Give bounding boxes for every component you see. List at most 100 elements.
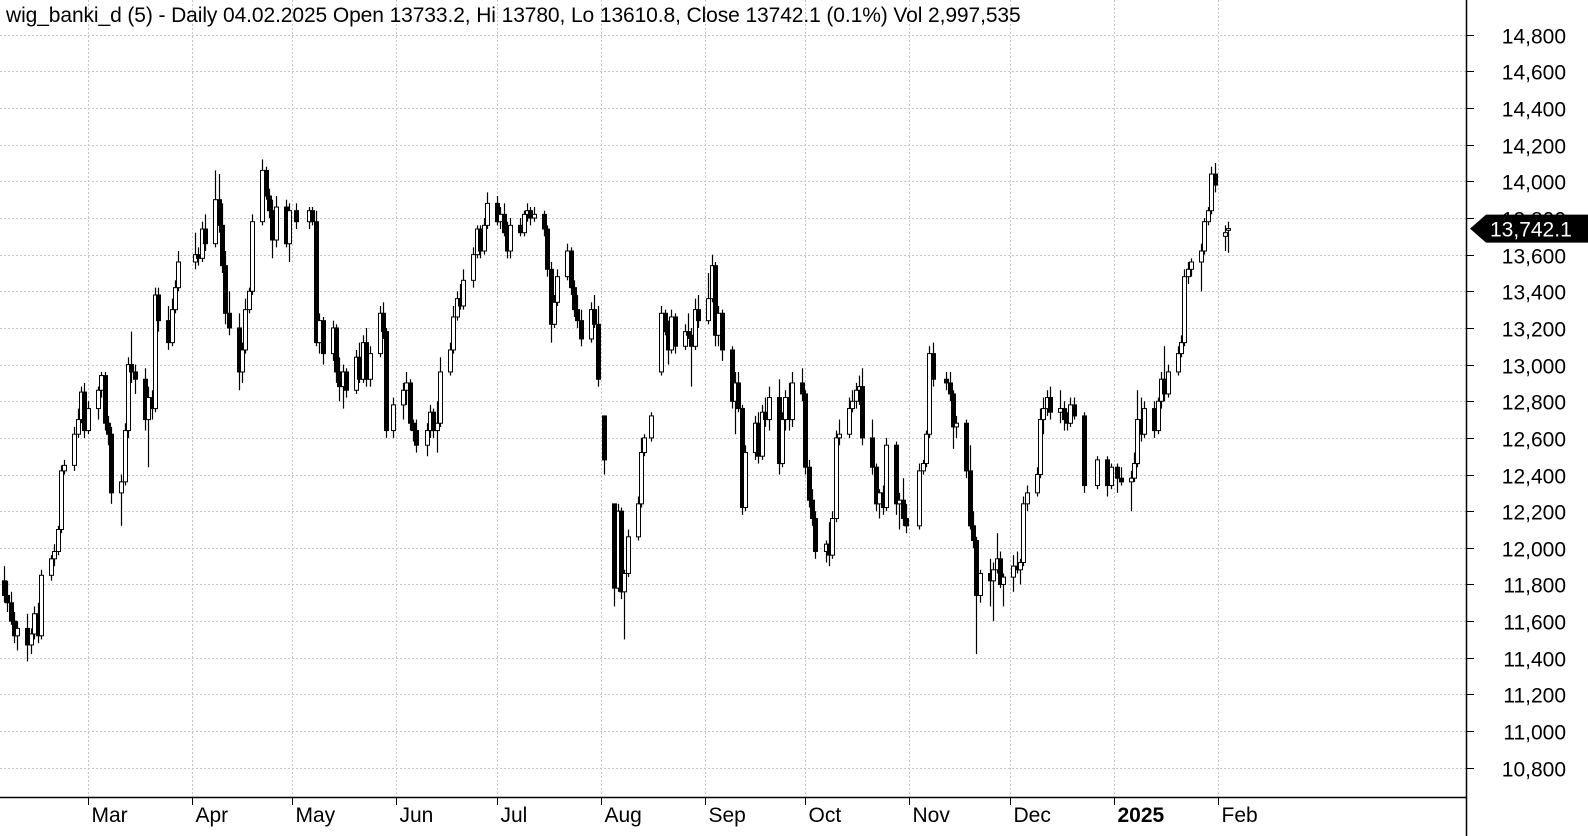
- candle-body: [482, 224, 487, 252]
- candle-body: [2, 580, 7, 596]
- candle-body: [378, 312, 383, 355]
- candle-body: [314, 221, 319, 344]
- candle-body: [639, 452, 644, 505]
- candle-body: [622, 572, 627, 593]
- candle-body: [931, 353, 936, 380]
- candles: [2, 159, 1231, 662]
- candle-body: [408, 382, 413, 424]
- candle-body: [502, 213, 507, 234]
- candle-body: [471, 254, 476, 281]
- candle-body: [1068, 404, 1073, 424]
- candle-body: [247, 290, 252, 311]
- y-tick-label: 13,200: [1502, 319, 1566, 342]
- candle-body: [62, 464, 67, 472]
- candle-body: [847, 408, 852, 435]
- x-tick-label: Feb: [1222, 804, 1258, 827]
- candle-body: [894, 444, 899, 505]
- candle-body: [274, 206, 279, 241]
- candle-body: [1041, 408, 1046, 421]
- candle-body: [1048, 397, 1053, 413]
- candle-body: [411, 422, 416, 432]
- candle-body: [837, 433, 842, 439]
- last-price-tag: [1470, 214, 1588, 243]
- candle-body: [59, 470, 64, 531]
- candle-body: [495, 202, 500, 223]
- candle-body: [565, 250, 570, 278]
- y-tick-label: 13,000: [1502, 356, 1566, 379]
- candle-body: [780, 419, 785, 465]
- candle-body: [217, 199, 222, 226]
- candle-body: [904, 518, 909, 527]
- candle-body: [854, 389, 859, 402]
- candle-body: [176, 261, 181, 289]
- candle-body: [743, 452, 748, 509]
- candle-body: [485, 202, 490, 226]
- candle-body: [56, 529, 61, 552]
- candle-body: [9, 602, 14, 622]
- candle-body: [767, 397, 772, 421]
- candle-body: [1206, 210, 1211, 223]
- candle-body: [579, 320, 584, 340]
- candle-body: [971, 525, 976, 541]
- candle-body: [686, 331, 691, 336]
- candle-body: [807, 466, 812, 501]
- candle-body: [1156, 400, 1161, 432]
- candle-body: [619, 510, 624, 593]
- candle-body: [760, 411, 765, 457]
- candle-body: [1223, 232, 1228, 237]
- candle-body: [830, 518, 835, 556]
- candle-body: [978, 572, 983, 596]
- candle-body: [736, 382, 741, 410]
- candle-body: [364, 342, 369, 380]
- candle-body: [545, 228, 550, 270]
- candle-body: [15, 627, 20, 637]
- candle-body: [287, 210, 292, 245]
- candle-body: [1018, 561, 1023, 571]
- candle-body: [448, 349, 453, 373]
- candle-body: [649, 415, 654, 439]
- candle-body: [317, 320, 322, 344]
- candle-body: [29, 633, 34, 646]
- candle-body: [240, 349, 245, 373]
- candle-body: [451, 316, 456, 351]
- candle-body: [1038, 419, 1043, 476]
- candle-body: [1166, 371, 1171, 395]
- candle-body: [250, 221, 255, 292]
- candle-body: [1062, 408, 1067, 421]
- candle-body: [173, 287, 178, 311]
- candle-body: [612, 503, 617, 589]
- candle-body: [166, 320, 171, 344]
- chart-title: wig_banki_d (5) - Daily 04.02.2025 Open …: [6, 4, 1021, 27]
- y-tick-label: 11,000: [1503, 722, 1566, 745]
- candle-body: [944, 378, 949, 384]
- y-tick-label: 10,800: [1502, 759, 1566, 782]
- candle-body: [1035, 474, 1040, 494]
- candle-body: [82, 391, 87, 432]
- candle-body: [518, 224, 523, 234]
- candle-body: [213, 199, 218, 245]
- candle-body: [1095, 459, 1100, 487]
- candle-body: [381, 312, 386, 333]
- candle-body: [790, 382, 795, 421]
- candle-body: [1025, 492, 1030, 505]
- y-tick-label: 14,800: [1502, 26, 1566, 49]
- candle-body: [602, 415, 607, 461]
- candle-body: [1119, 477, 1124, 483]
- candle-body: [663, 312, 668, 333]
- candle-body: [153, 294, 158, 410]
- candle-body: [1072, 404, 1077, 417]
- candle-body: [310, 210, 315, 223]
- candle-body: [223, 265, 228, 314]
- x-tick-label: Sep: [709, 804, 746, 827]
- y-tick-label: 12,200: [1502, 502, 1566, 525]
- candle-body: [1115, 466, 1120, 479]
- y-tick-label: 14,600: [1502, 62, 1566, 85]
- candle-body: [243, 309, 248, 351]
- candle-body: [508, 224, 513, 252]
- candle-body: [673, 316, 678, 347]
- candle-body: [404, 382, 409, 391]
- candle-body: [321, 320, 326, 355]
- x-tick-label: Jul: [501, 804, 528, 827]
- candle-body: [803, 393, 808, 468]
